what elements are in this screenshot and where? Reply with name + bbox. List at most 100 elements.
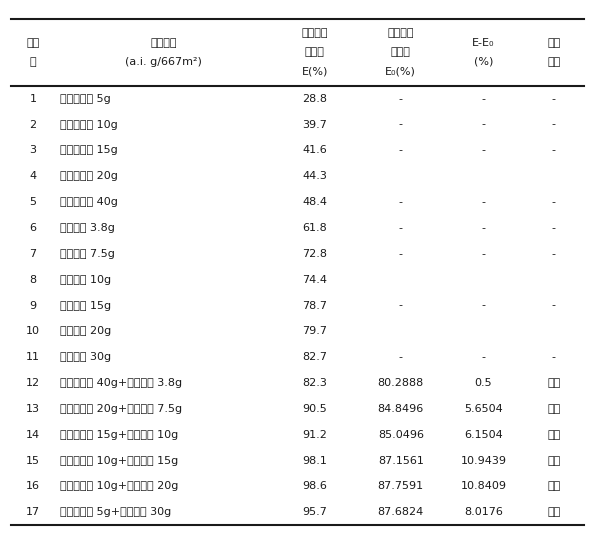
Text: -: - <box>481 197 486 207</box>
Text: -: - <box>481 301 486 310</box>
Text: 14: 14 <box>26 430 40 440</box>
Text: -: - <box>552 249 556 259</box>
Text: -: - <box>552 94 556 103</box>
Text: 3: 3 <box>30 145 37 155</box>
Text: E(%): E(%) <box>302 66 328 77</box>
Text: 7: 7 <box>30 249 37 259</box>
Text: 洋甘菊精油 40g: 洋甘菊精油 40g <box>60 197 118 207</box>
Text: 6.1504: 6.1504 <box>464 430 503 440</box>
Text: 处理剂量: 处理剂量 <box>151 38 177 48</box>
Text: 5.6504: 5.6504 <box>464 404 503 414</box>
Text: -: - <box>552 120 556 130</box>
Text: 44.3: 44.3 <box>302 171 327 181</box>
Text: 吡嘧磺隆 30g: 吡嘧磺隆 30g <box>60 352 111 362</box>
Text: 联合: 联合 <box>547 38 560 48</box>
Text: -: - <box>481 145 486 155</box>
Text: 吡嘧磺隆 20g: 吡嘧磺隆 20g <box>60 326 111 337</box>
Text: -: - <box>481 120 486 130</box>
Text: 98.6: 98.6 <box>302 481 327 492</box>
Text: 87.7591: 87.7591 <box>378 481 424 492</box>
Text: 抑制率: 抑制率 <box>305 47 325 57</box>
Text: 10: 10 <box>26 326 40 337</box>
Text: 98.1: 98.1 <box>302 456 327 466</box>
Text: 2: 2 <box>30 120 37 130</box>
Text: 洋甘菊精油 20g+吡嘧磺隆 7.5g: 洋甘菊精油 20g+吡嘧磺隆 7.5g <box>60 404 183 414</box>
Text: 增效: 增效 <box>547 456 560 466</box>
Text: -: - <box>481 249 486 259</box>
Text: 84.8496: 84.8496 <box>378 404 424 414</box>
Text: -: - <box>552 223 556 233</box>
Text: 加成: 加成 <box>547 508 560 517</box>
Text: 11: 11 <box>26 352 40 362</box>
Text: 8.0176: 8.0176 <box>464 508 503 517</box>
Text: 理论鲜重: 理论鲜重 <box>387 28 414 38</box>
Text: 号: 号 <box>30 57 36 67</box>
Text: 洋甘菊精油 10g: 洋甘菊精油 10g <box>60 120 118 130</box>
Text: 91.2: 91.2 <box>302 430 327 440</box>
Text: 吡嘧磺隆 15g: 吡嘧磺隆 15g <box>60 301 111 310</box>
Text: 9: 9 <box>30 301 37 310</box>
Text: -: - <box>481 352 486 362</box>
Text: (%): (%) <box>474 57 493 67</box>
Text: -: - <box>399 249 403 259</box>
Text: 87.1561: 87.1561 <box>378 456 424 466</box>
Text: 实际鲜重: 实际鲜重 <box>302 28 328 38</box>
Text: 处理: 处理 <box>27 38 40 48</box>
Text: 82.7: 82.7 <box>302 352 327 362</box>
Text: 39.7: 39.7 <box>302 120 327 130</box>
Text: 吡嘧磺隆 3.8g: 吡嘧磺隆 3.8g <box>60 223 115 233</box>
Text: 增效: 增效 <box>547 481 560 492</box>
Text: E₀(%): E₀(%) <box>386 66 416 77</box>
Text: 加成: 加成 <box>547 378 560 388</box>
Text: 洋甘菊精油 20g: 洋甘菊精油 20g <box>60 171 118 181</box>
Text: 80.2888: 80.2888 <box>378 378 424 388</box>
Text: 16: 16 <box>26 481 40 492</box>
Text: 抑制率: 抑制率 <box>391 47 411 57</box>
Text: -: - <box>399 197 403 207</box>
Text: 72.8: 72.8 <box>302 249 327 259</box>
Text: -: - <box>399 223 403 233</box>
Text: 洋甘菊精油 5g: 洋甘菊精油 5g <box>60 94 111 103</box>
Text: 87.6824: 87.6824 <box>378 508 424 517</box>
Text: 6: 6 <box>30 223 37 233</box>
Text: 吡嘧磺隆 10g: 吡嘧磺隆 10g <box>60 274 111 285</box>
Text: 74.4: 74.4 <box>302 274 327 285</box>
Text: 12: 12 <box>26 378 40 388</box>
Text: -: - <box>399 352 403 362</box>
Text: 加成: 加成 <box>547 430 560 440</box>
Text: 61.8: 61.8 <box>302 223 327 233</box>
Text: 吡嘧磺隆 7.5g: 吡嘧磺隆 7.5g <box>60 249 115 259</box>
Text: 28.8: 28.8 <box>302 94 327 103</box>
Text: -: - <box>552 301 556 310</box>
Text: -: - <box>552 145 556 155</box>
Text: -: - <box>481 223 486 233</box>
Text: 15: 15 <box>26 456 40 466</box>
Text: 90.5: 90.5 <box>302 404 327 414</box>
Text: 10.8409: 10.8409 <box>461 481 506 492</box>
Text: 1: 1 <box>30 94 37 103</box>
Text: 13: 13 <box>26 404 40 414</box>
Text: 洋甘菊精油 15g: 洋甘菊精油 15g <box>60 145 118 155</box>
Text: 0.5: 0.5 <box>475 378 492 388</box>
Text: 8: 8 <box>30 274 37 285</box>
Text: 洋甘菊精油 15g+吡嘧磺隆 10g: 洋甘菊精油 15g+吡嘧磺隆 10g <box>60 430 178 440</box>
Text: 17: 17 <box>26 508 40 517</box>
Text: 41.6: 41.6 <box>302 145 327 155</box>
Text: -: - <box>399 301 403 310</box>
Text: 洋甘菊精油 10g+吡嘧磺隆 20g: 洋甘菊精油 10g+吡嘧磺隆 20g <box>60 481 178 492</box>
Text: 洋甘菊精油 10g+吡嘧磺隆 15g: 洋甘菊精油 10g+吡嘧磺隆 15g <box>60 456 178 466</box>
Text: -: - <box>399 145 403 155</box>
Text: -: - <box>552 197 556 207</box>
Text: 洋甘菊精油 40g+吡嘧磺隆 3.8g: 洋甘菊精油 40g+吡嘧磺隆 3.8g <box>60 378 183 388</box>
Text: -: - <box>481 94 486 103</box>
Text: (a.i. g/667m²): (a.i. g/667m²) <box>126 57 202 67</box>
Text: 95.7: 95.7 <box>302 508 327 517</box>
Text: 82.3: 82.3 <box>302 378 327 388</box>
Text: 10.9439: 10.9439 <box>461 456 506 466</box>
Text: 5: 5 <box>30 197 37 207</box>
Text: 85.0496: 85.0496 <box>378 430 424 440</box>
Text: -: - <box>552 352 556 362</box>
Text: 作用: 作用 <box>547 57 560 67</box>
Text: 78.7: 78.7 <box>302 301 327 310</box>
Text: 加成: 加成 <box>547 404 560 414</box>
